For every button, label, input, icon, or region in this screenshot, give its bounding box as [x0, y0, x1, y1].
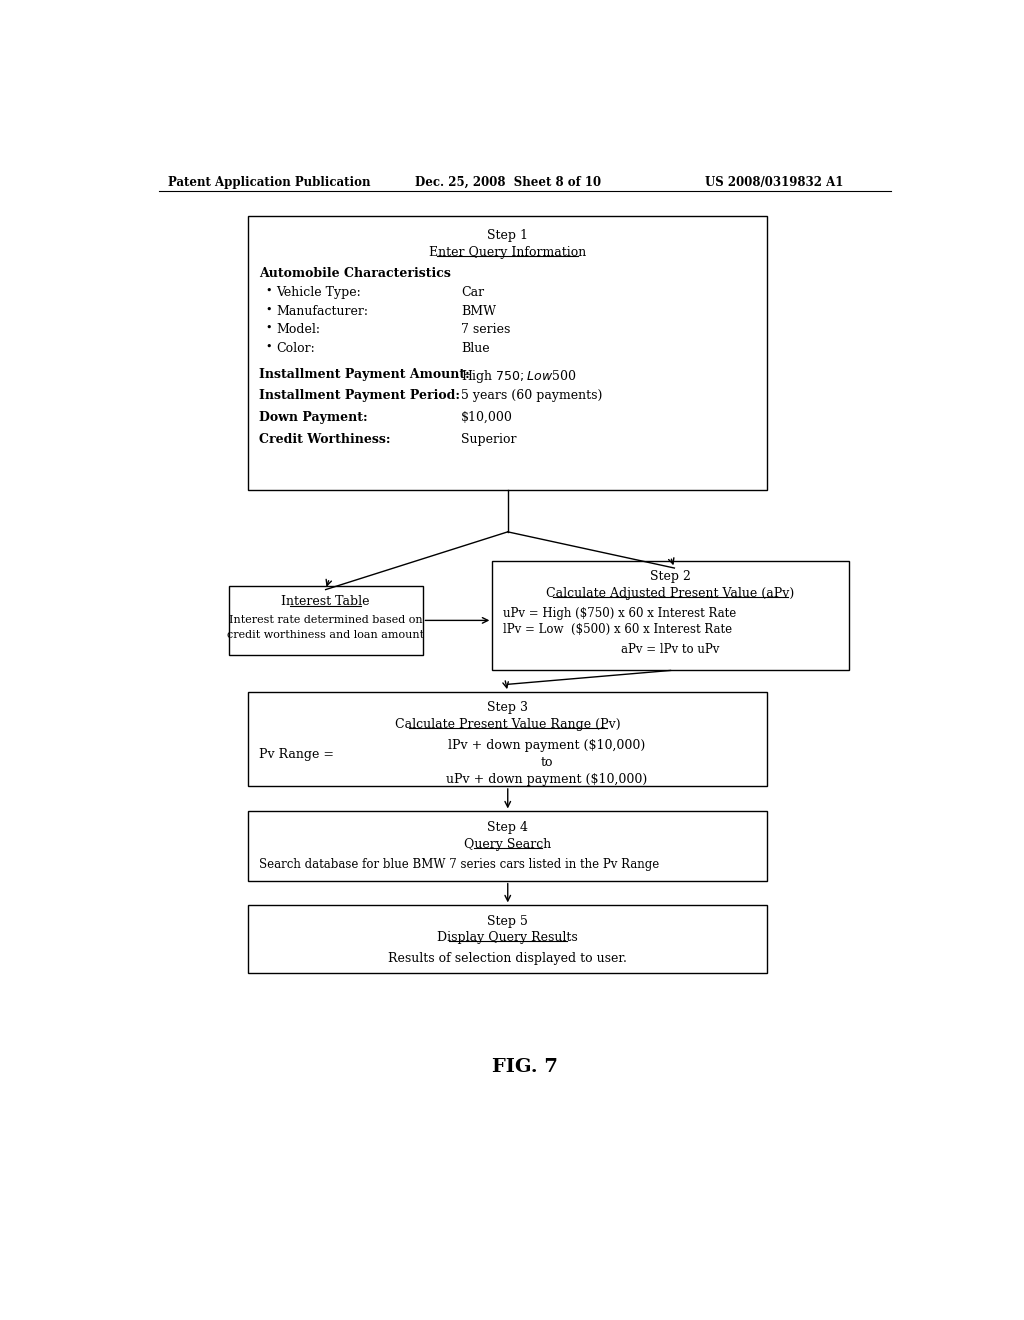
Text: Dec. 25, 2008  Sheet 8 of 10: Dec. 25, 2008 Sheet 8 of 10: [415, 176, 601, 189]
Text: Interest rate determined based on: Interest rate determined based on: [228, 615, 423, 624]
Text: Display Query Results: Display Query Results: [437, 932, 579, 945]
Text: Step 3: Step 3: [487, 701, 528, 714]
Text: Blue: Blue: [461, 342, 489, 355]
Text: Step 5: Step 5: [487, 915, 528, 928]
Text: Car: Car: [461, 286, 484, 300]
Text: $10,000: $10,000: [461, 411, 513, 424]
Text: Installment Payment Amount:: Installment Payment Amount:: [259, 368, 470, 381]
Text: •: •: [265, 342, 271, 351]
Text: BMW: BMW: [461, 305, 497, 318]
Text: Results of selection displayed to user.: Results of selection displayed to user.: [388, 952, 627, 965]
Text: Installment Payment Period:: Installment Payment Period:: [259, 389, 460, 403]
Text: Model:: Model:: [276, 323, 321, 337]
Text: lPv = Low  ($500) x 60 x Interest Rate: lPv = Low ($500) x 60 x Interest Rate: [503, 623, 732, 636]
FancyBboxPatch shape: [248, 812, 767, 880]
Text: Enter Query Information: Enter Query Information: [429, 247, 587, 259]
FancyBboxPatch shape: [248, 692, 767, 785]
Text: 7 series: 7 series: [461, 323, 511, 337]
Text: Interest Table: Interest Table: [282, 595, 370, 609]
Text: FIG. 7: FIG. 7: [492, 1057, 558, 1076]
Text: Calculate Present Value Range (Pv): Calculate Present Value Range (Pv): [395, 718, 621, 731]
Text: lPv + down payment ($10,000): lPv + down payment ($10,000): [447, 739, 645, 752]
Text: Calculate Adjusted Present Value (aPv): Calculate Adjusted Present Value (aPv): [547, 587, 795, 601]
Text: Color:: Color:: [276, 342, 314, 355]
Text: uPv + down payment ($10,000): uPv + down payment ($10,000): [445, 774, 647, 785]
Text: High $750; Low $500: High $750; Low $500: [461, 368, 577, 385]
Text: Pv Range =: Pv Range =: [259, 748, 334, 762]
Text: credit worthiness and loan amount: credit worthiness and loan amount: [227, 631, 424, 640]
Text: Automobile Characteristics: Automobile Characteristics: [259, 267, 451, 280]
Text: Step 1: Step 1: [487, 230, 528, 243]
Text: Vehicle Type:: Vehicle Type:: [276, 286, 360, 300]
Text: Step 4: Step 4: [487, 821, 528, 834]
Text: uPv = High ($750) x 60 x Interest Rate: uPv = High ($750) x 60 x Interest Rate: [503, 607, 736, 620]
Text: Superior: Superior: [461, 433, 517, 446]
Text: Credit Worthiness:: Credit Worthiness:: [259, 433, 390, 446]
Text: Step 2: Step 2: [650, 570, 691, 583]
FancyBboxPatch shape: [493, 561, 849, 671]
Text: Manufacturer:: Manufacturer:: [276, 305, 368, 318]
FancyBboxPatch shape: [228, 586, 423, 655]
FancyBboxPatch shape: [248, 216, 767, 490]
Text: to: to: [541, 756, 553, 770]
Text: aPv = lPv to uPv: aPv = lPv to uPv: [622, 643, 720, 656]
Text: Down Payment:: Down Payment:: [259, 411, 368, 424]
Text: Patent Application Publication: Patent Application Publication: [168, 176, 371, 189]
Text: •: •: [265, 323, 271, 333]
Text: US 2008/0319832 A1: US 2008/0319832 A1: [706, 176, 844, 189]
Text: •: •: [265, 286, 271, 296]
Text: Search database for blue BMW 7 series cars listed in the Pv Range: Search database for blue BMW 7 series ca…: [259, 858, 659, 871]
FancyBboxPatch shape: [248, 906, 767, 973]
Text: 5 years (60 payments): 5 years (60 payments): [461, 389, 603, 403]
Text: Query Search: Query Search: [464, 838, 551, 850]
Text: •: •: [265, 305, 271, 314]
